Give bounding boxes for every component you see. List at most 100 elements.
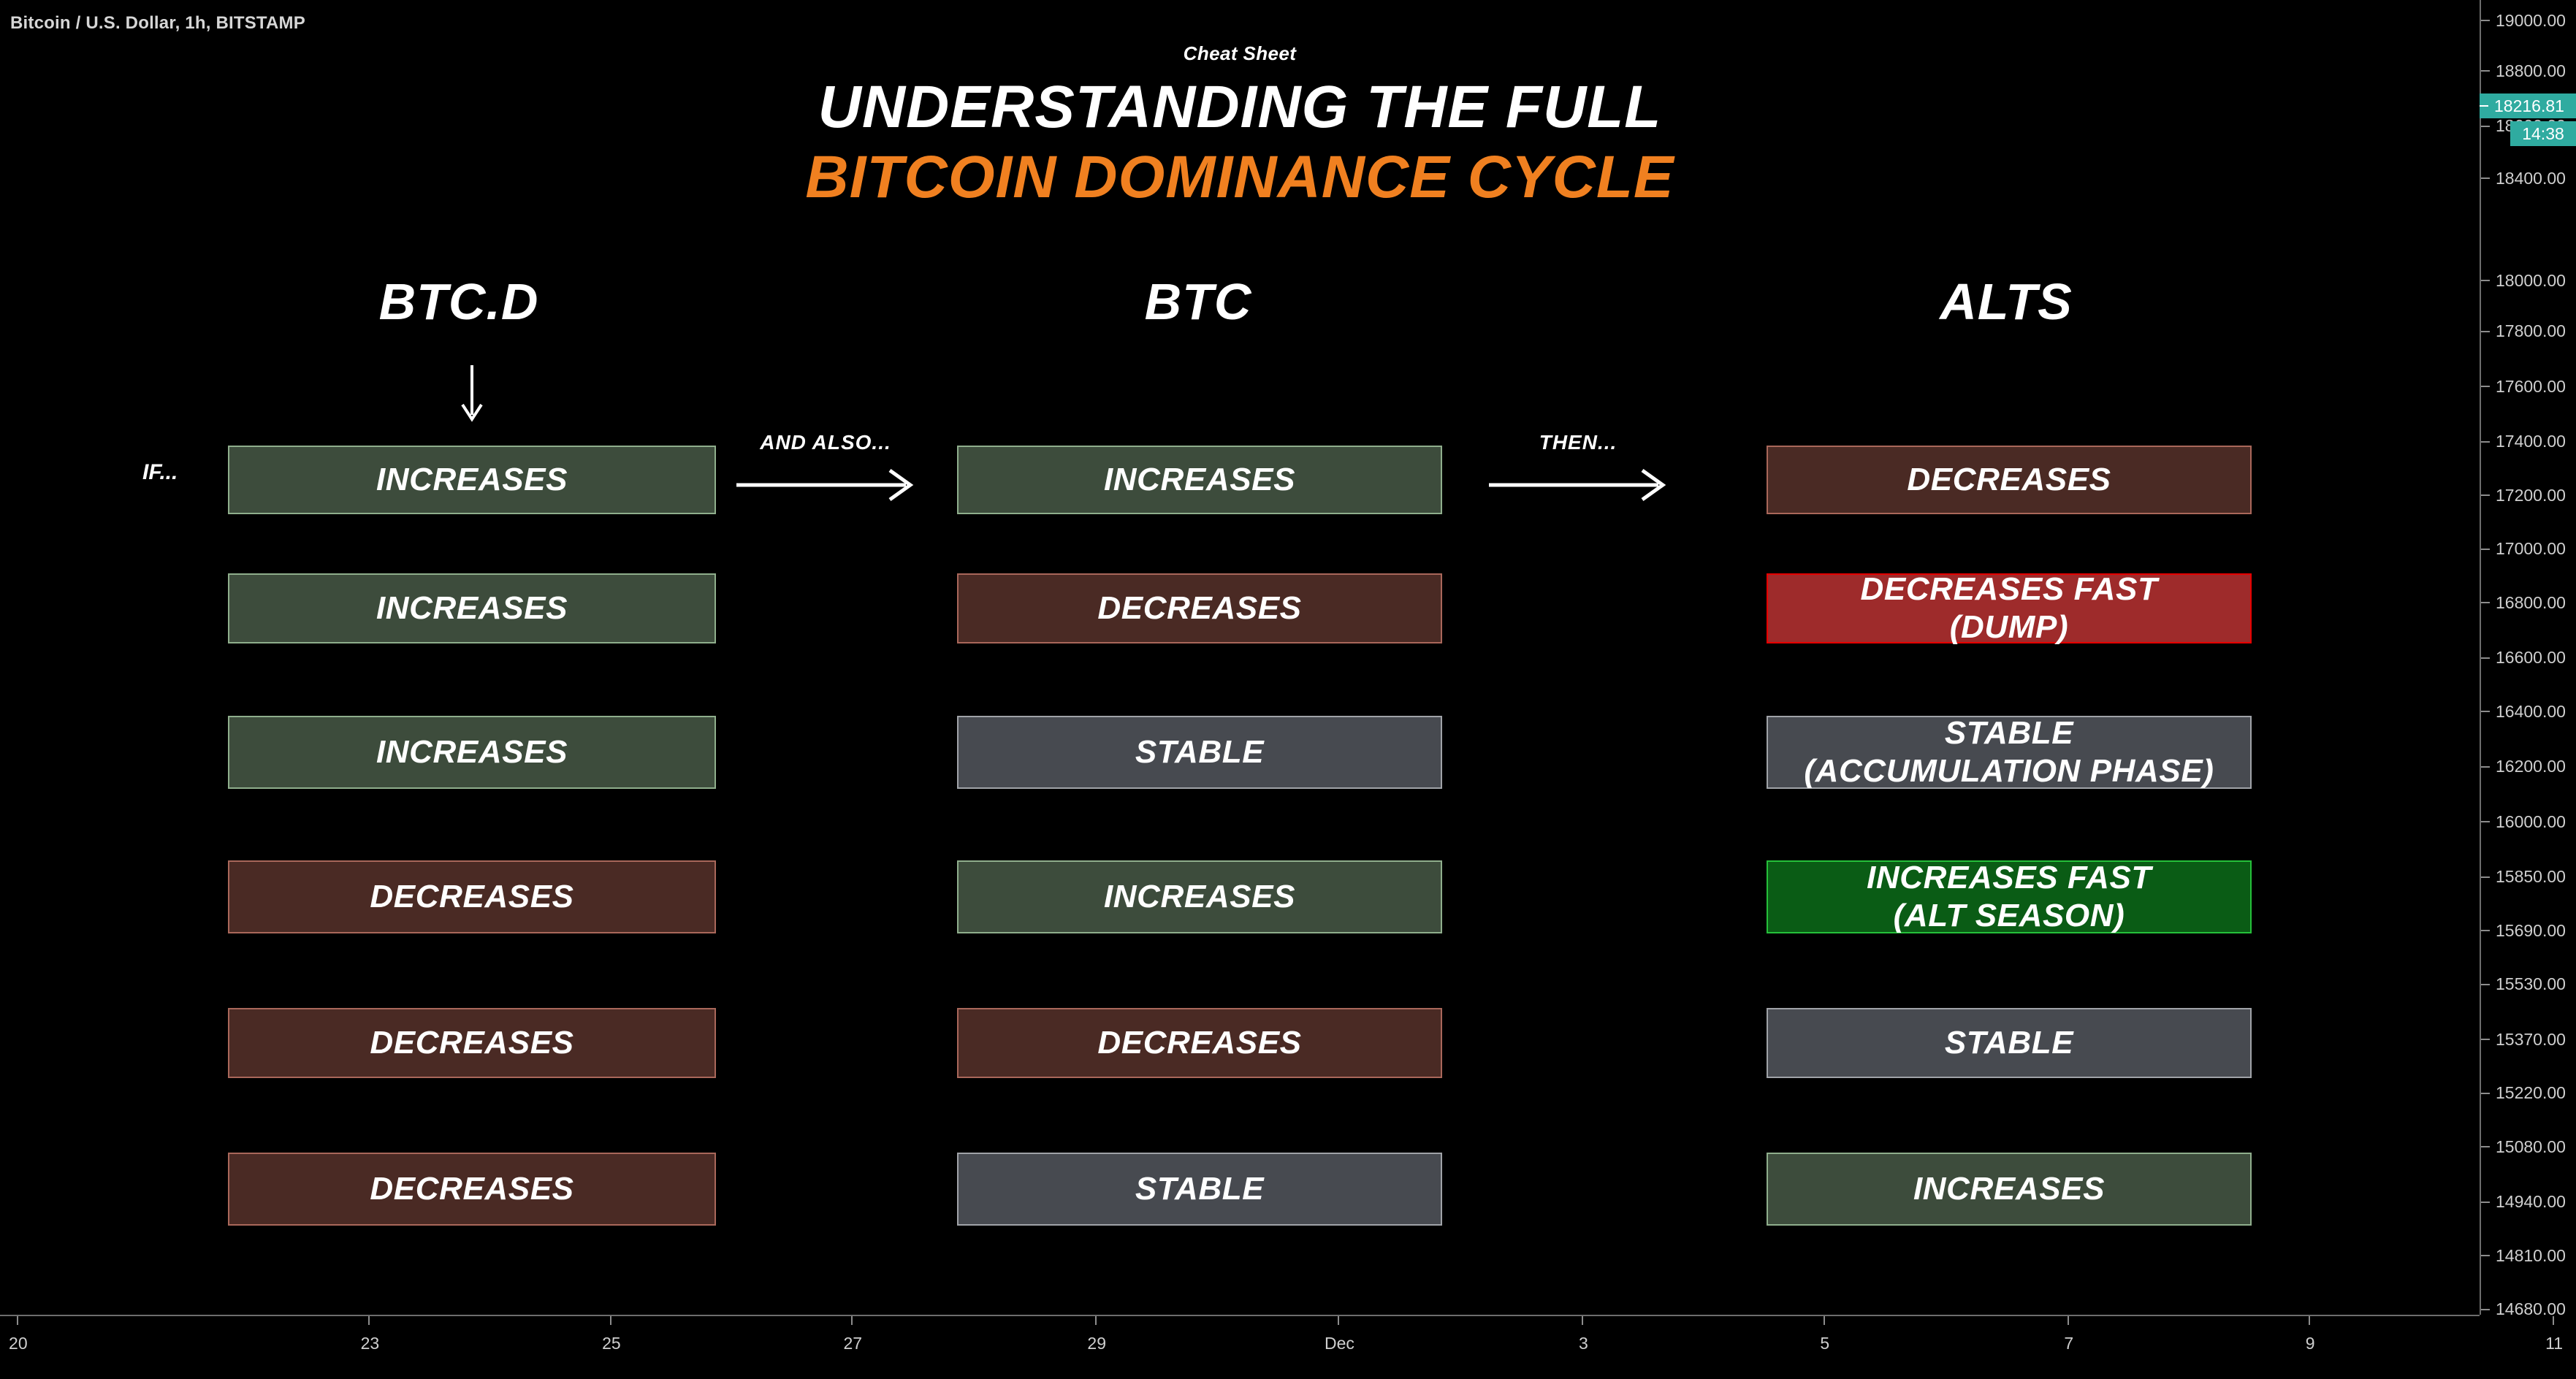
time-tick-label: 25 bbox=[602, 1334, 621, 1353]
cycle-cell-btcd: DECREASES bbox=[228, 1153, 716, 1226]
time-tick-mark bbox=[851, 1316, 853, 1325]
cycle-cell-label: INCREASES bbox=[1913, 1171, 2106, 1207]
time-tick: 27 bbox=[843, 1316, 862, 1353]
current-price-dash bbox=[2480, 105, 2488, 107]
price-tick-dash bbox=[2481, 1255, 2490, 1257]
cycle-cell-label: STABLE bbox=[1135, 734, 1265, 771]
price-tick-label: 16200.00 bbox=[2496, 757, 2566, 776]
price-tick-dash bbox=[2481, 657, 2490, 659]
price-tick-dash bbox=[2481, 70, 2490, 72]
price-tick-dash bbox=[2481, 20, 2490, 22]
time-tick-mark bbox=[2553, 1316, 2555, 1325]
price-tick-dash bbox=[2481, 765, 2490, 768]
cycle-cell-label: DECREASES bbox=[1097, 590, 1302, 627]
price-tick: 17600.00 bbox=[2481, 377, 2576, 396]
down-arrow-icon bbox=[461, 365, 483, 422]
price-tick: 14680.00 bbox=[2481, 1299, 2576, 1319]
time-tick-label: 20 bbox=[9, 1334, 28, 1353]
time-axis[interactable]: 20 23 25 27 29 Dec 3 5 7 9 11 bbox=[0, 1315, 2563, 1379]
cycle-cell-alts: DECREASES bbox=[1767, 446, 2252, 514]
time-tick-mark bbox=[1823, 1316, 1825, 1325]
price-tick: 17200.00 bbox=[2481, 486, 2576, 505]
cycle-cell-alts: DECREASES FAST (DUMP) bbox=[1767, 571, 2252, 645]
time-tick-label: 9 bbox=[2305, 1334, 2315, 1353]
price-tick: 15850.00 bbox=[2481, 867, 2576, 887]
cycle-cell-label: DECREASES bbox=[370, 1171, 574, 1207]
price-tick-label: 15850.00 bbox=[2496, 867, 2566, 887]
price-tick: 18000.00 bbox=[2481, 271, 2576, 290]
price-tick-label: 14940.00 bbox=[2496, 1192, 2566, 1212]
price-tick-label: 19000.00 bbox=[2496, 10, 2566, 30]
connector-then-label: THEN... bbox=[1539, 431, 1617, 454]
connector-then: THEN... bbox=[1483, 431, 1673, 511]
price-tick-label: 14680.00 bbox=[2496, 1299, 2566, 1319]
price-tick-label: 15690.00 bbox=[2496, 920, 2566, 940]
price-tick-dash bbox=[2481, 821, 2490, 823]
price-tick-label: 14810.00 bbox=[2496, 1245, 2566, 1265]
price-tick: 17400.00 bbox=[2481, 432, 2576, 451]
cycle-cell-label: DECREASES bbox=[1907, 462, 2111, 498]
cycle-cell-btc: STABLE bbox=[957, 716, 1442, 789]
cycle-cell-label: DECREASES bbox=[370, 879, 574, 915]
cycle-cell-label: STABLE (ACCUMULATION PHASE) bbox=[1804, 715, 2214, 789]
price-tick-label: 16600.00 bbox=[2496, 648, 2566, 668]
price-tick: 17800.00 bbox=[2481, 321, 2576, 341]
time-tick-label: 3 bbox=[1578, 1334, 1588, 1353]
cycle-cell-label: INCREASES bbox=[376, 462, 568, 498]
time-tick-label: 11 bbox=[2545, 1334, 2564, 1353]
price-tick-dash bbox=[2481, 983, 2490, 985]
price-axis[interactable]: 19000.0018800.0018600.0018400.0018000.00… bbox=[2480, 0, 2576, 1318]
price-tick: 16400.00 bbox=[2481, 702, 2576, 721]
price-tick: 15080.00 bbox=[2481, 1137, 2576, 1156]
price-tick: 16000.00 bbox=[2481, 812, 2576, 831]
cycle-cell-btcd: DECREASES bbox=[228, 860, 716, 933]
connector-and-also-label: AND ALSO... bbox=[760, 431, 891, 454]
time-tick-label: 7 bbox=[2064, 1334, 2074, 1353]
time-tick-mark bbox=[368, 1316, 370, 1325]
time-tick: 29 bbox=[1087, 1316, 1106, 1353]
time-tick-mark bbox=[2067, 1316, 2069, 1325]
price-tick-dash bbox=[2481, 711, 2490, 713]
time-tick: 3 bbox=[1579, 1316, 1588, 1353]
time-tick: 23 bbox=[361, 1316, 379, 1353]
time-tick: 11 bbox=[2545, 1316, 2563, 1353]
price-tick-dash bbox=[2481, 1308, 2490, 1310]
price-tick-label: 15530.00 bbox=[2496, 974, 2566, 994]
cycle-cell-label: DECREASES FAST (DUMP) bbox=[1860, 571, 2158, 645]
time-tick-label: 5 bbox=[1820, 1334, 1830, 1353]
price-tick-dash bbox=[2481, 930, 2490, 932]
cycle-cell-label: STABLE bbox=[1135, 1171, 1265, 1207]
price-tick-dash bbox=[2481, 602, 2490, 604]
cycle-cell-btc: STABLE bbox=[957, 1153, 1442, 1226]
time-tick-mark bbox=[1338, 1316, 1340, 1325]
time-tick: 9 bbox=[2306, 1316, 2315, 1353]
price-tick: 15690.00 bbox=[2481, 921, 2576, 940]
price-tick: 14810.00 bbox=[2481, 1246, 2576, 1265]
cycle-cell-label: INCREASES bbox=[1103, 879, 1296, 915]
cycle-cell-label: INCREASES bbox=[376, 734, 568, 771]
current-price-badge: 18216.81 bbox=[2480, 93, 2576, 118]
time-tick-mark bbox=[609, 1316, 611, 1325]
cycle-cell-btc: INCREASES bbox=[957, 446, 1442, 514]
price-tick-dash bbox=[2481, 386, 2490, 388]
cycle-cell-label: INCREASES bbox=[376, 590, 568, 627]
page-title-line-1: UNDERSTANDING THE FULL bbox=[818, 74, 1662, 140]
cycle-cell-btcd: INCREASES bbox=[228, 716, 716, 789]
price-tick-dash bbox=[2481, 280, 2490, 282]
column-header-btcd: BTC.D bbox=[378, 273, 539, 330]
price-tick-dash bbox=[2481, 876, 2490, 878]
cycle-cell-label: INCREASES FAST (ALT SEASON) bbox=[1867, 860, 2152, 933]
cycle-cell-btc: INCREASES bbox=[957, 860, 1442, 933]
price-tick-label: 17400.00 bbox=[2496, 432, 2566, 451]
symbol-label: Bitcoin / U.S. Dollar, 1h, BITSTAMP bbox=[10, 13, 305, 33]
price-tick-label: 16000.00 bbox=[2496, 811, 2566, 831]
price-tick-label: 17800.00 bbox=[2496, 321, 2566, 341]
price-tick: 15370.00 bbox=[2481, 1030, 2576, 1049]
price-tick: 19000.00 bbox=[2481, 11, 2576, 30]
time-tick-mark bbox=[16, 1316, 18, 1325]
price-tick-dash bbox=[2481, 125, 2490, 127]
time-tick-mark bbox=[2309, 1316, 2311, 1325]
cycle-cell-btc: DECREASES bbox=[957, 573, 1442, 643]
price-tick-dash bbox=[2481, 177, 2490, 180]
